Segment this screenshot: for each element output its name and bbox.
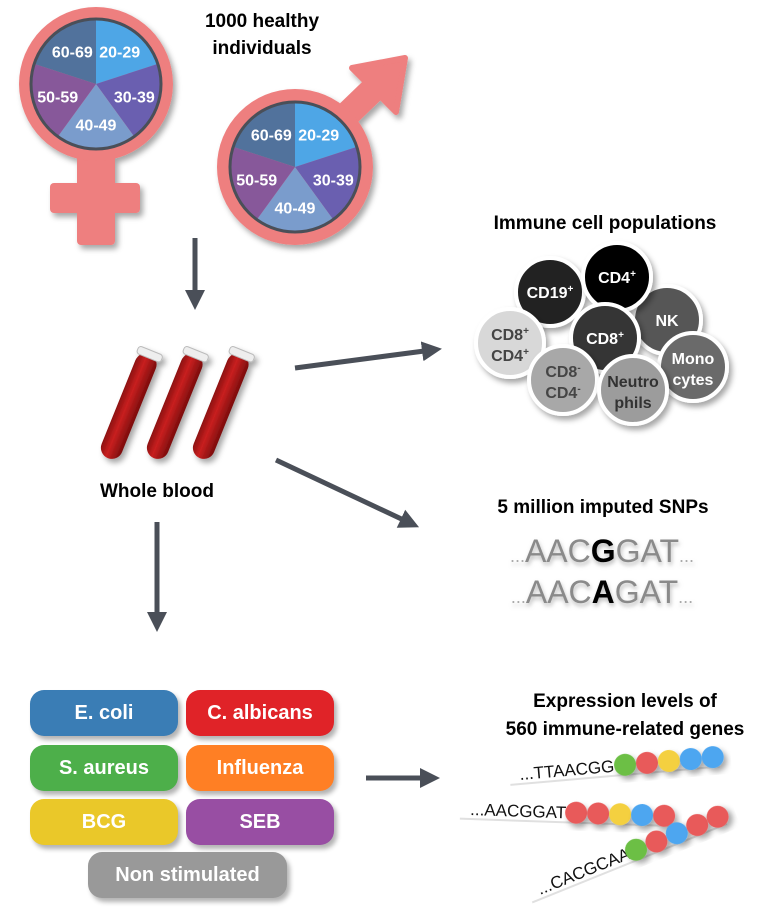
expression-bead	[653, 804, 676, 827]
cell-label: phils	[614, 395, 651, 412]
snp-seq2: ...AACAGAT...	[511, 574, 693, 610]
expression-bead	[706, 805, 729, 828]
age-slice-label: 30-39	[114, 89, 155, 106]
gene-sequence: ...TTAACGG	[519, 757, 615, 784]
expression-bead	[657, 749, 680, 772]
female-crossbar	[50, 183, 140, 213]
expression-title-line1: Expression levels of	[533, 691, 717, 712]
immune-cell-cluster: NK CD19+ CD4+ CD8+ CD8+ CD4+ Mono cytes CD8- CD4-…	[474, 241, 729, 426]
expression-title-line2: 560 immune-related genes	[506, 719, 745, 740]
blood-tube-icon	[192, 346, 255, 459]
age-slice	[295, 146, 360, 220]
male-age-pie: 20-29 30-39 40-49 50-59 60-69	[228, 100, 362, 234]
blood-tubes	[100, 346, 255, 459]
expression-bead	[645, 830, 668, 853]
expression-bead	[625, 838, 648, 861]
male-arrowhead	[349, 55, 408, 115]
cell-label: CD8+	[586, 330, 624, 348]
stimulus-non-stimulated: Non stimulated	[88, 852, 287, 898]
blood-tube-icon	[146, 346, 209, 459]
expression-row: ...TTAACGG	[510, 746, 724, 786]
cell-label: CD19+	[527, 284, 574, 302]
age-slice-label: 20-29	[99, 44, 140, 61]
snp-sequences: ...AACGGAT... ...AACAGAT...	[510, 533, 694, 610]
expression-bead	[701, 746, 724, 769]
expression-bead	[631, 804, 654, 827]
age-slice	[30, 63, 96, 137]
age-slice	[233, 102, 295, 167]
expression-row: ...AACGGAT	[459, 800, 676, 827]
cohort-title-line1: 1000 healthy	[205, 11, 319, 32]
stimulus-seb: SEB	[186, 799, 334, 845]
age-slice	[256, 167, 334, 233]
age-slice-label: 40-49	[76, 117, 117, 134]
arrow-to-cells	[294, 341, 442, 371]
stimulus-bcg: BCG	[30, 799, 178, 845]
cell-label: CD4+	[598, 269, 636, 287]
immune-cell: CD4+	[581, 241, 653, 313]
immune-cell: CD8- CD4-	[527, 344, 599, 416]
expression-bead	[587, 802, 610, 825]
immune-cell: CD8+ CD4+	[474, 307, 546, 379]
blood-tube-icon	[100, 346, 163, 459]
cell-label: CD8-	[545, 363, 580, 381]
expression-beads: ...TTAACGG ...AACGGAT ...CACGCAA	[459, 746, 729, 904]
age-slice-label: 20-29	[298, 127, 339, 144]
expression-bead	[679, 748, 702, 771]
age-slice-label: 40-49	[275, 200, 316, 217]
age-slice	[295, 102, 357, 167]
cell-label: Mono	[672, 351, 715, 368]
age-slice	[96, 19, 158, 84]
cell-label: NK	[655, 313, 679, 330]
whole-blood-label: Whole blood	[100, 481, 214, 502]
age-slice	[57, 84, 135, 150]
immune-title: Immune cell populations	[494, 213, 717, 234]
cell-label: cytes	[673, 372, 714, 389]
age-slice	[229, 146, 295, 220]
stimulus-s-aureus: S. aureus	[30, 745, 178, 791]
gene-sequence: ...CACGCAA	[534, 844, 633, 899]
expression-bead	[665, 822, 688, 845]
stimulus-e-coli: E. coli	[30, 690, 178, 736]
pie-outline	[29, 17, 163, 151]
expression-bead	[635, 751, 658, 774]
stimulus-influenza: Influenza	[186, 745, 334, 791]
snp-seq1: ...AACGGAT...	[510, 533, 694, 569]
cell-label: Neutro	[607, 374, 659, 391]
immune-cell: Neutro phils	[597, 354, 669, 426]
expression-bead	[614, 753, 637, 776]
gene-sequence: ...AACGGAT	[470, 800, 567, 822]
age-slice-label: 30-39	[313, 172, 354, 189]
age-slice	[96, 63, 162, 137]
arrow-to-snps	[274, 457, 420, 528]
age-slice	[34, 19, 96, 84]
expression-bead	[609, 803, 632, 826]
cohort-title-line2: individuals	[212, 38, 311, 59]
cell-label: CD4-	[545, 384, 580, 402]
cell-label: CD4+	[491, 347, 529, 365]
age-slice-label: 50-59	[37, 89, 78, 106]
age-slice-label: 60-69	[251, 127, 292, 144]
age-slice-label: 50-59	[236, 172, 277, 189]
snp-title: 5 million imputed SNPs	[497, 497, 708, 518]
immune-cell: CD19+	[514, 256, 586, 328]
pie-outline	[228, 100, 362, 234]
age-slice-label: 60-69	[52, 44, 93, 61]
expression-bead	[565, 801, 588, 824]
cell-label: CD8+	[491, 326, 529, 344]
expression-bead	[686, 814, 709, 837]
stimulus-c-albicans: C. albicans	[186, 690, 334, 736]
female-age-pie: 20-29 30-39 40-49 50-59 60-69	[29, 17, 163, 151]
immune-cell: Mono cytes	[657, 331, 729, 403]
